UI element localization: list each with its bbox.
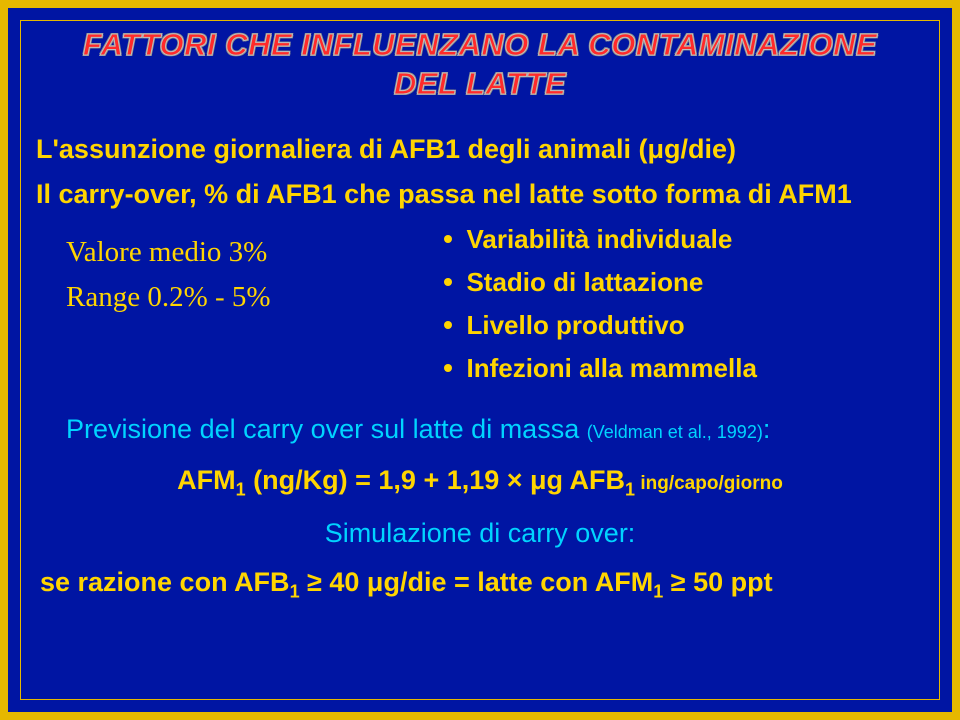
bullet-item: Stadio di lattazione [444,267,924,298]
prevision-colon: : [763,414,771,444]
formula-suffix: ing/capo/giorno [635,473,783,494]
final-s2: 1 [653,581,663,601]
final-line: se razione con AFB1 ≥ 40 μg/die = latte … [40,567,924,602]
bullet-text: Variabilità individuale [466,224,732,255]
right-column: Variabilità individuale Stadio di lattaz… [444,224,924,396]
carryover-line: Il carry-over, % di AFB1 che passa nel l… [36,179,924,210]
slide-frame: FATTORI CHE INFLUENZANO LA CONTAMINAZION… [0,0,960,720]
simulation-line: Simulazione di carry over: [36,518,924,549]
bullet-text: Livello produttivo [466,310,684,341]
bullet-text: Infezioni alla mammella [466,353,756,384]
slide-title: FATTORI CHE INFLUENZANO LA CONTAMINAZION… [36,26,924,104]
prevision-text: Previsione del carry over sul latte di m… [66,414,587,444]
prevision-line: Previsione del carry over sul latte di m… [66,414,924,445]
bullet-item: Variabilità individuale [444,224,924,255]
bullet-item: Livello produttivo [444,310,924,341]
title-line-2: DEL LATTE [394,66,566,101]
formula-sub2: 1 [625,479,635,499]
final-p1: se razione con AFB [40,567,290,597]
columns: Valore medio 3% Range 0.2% - 5% Variabil… [36,224,924,396]
bullet-text: Stadio di lattazione [466,267,703,298]
formula-sub1: 1 [236,479,246,499]
final-s1: 1 [290,581,300,601]
bullet-dot-icon [444,278,452,286]
left-column: Valore medio 3% Range 0.2% - 5% [36,224,444,326]
bullet-item: Infezioni alla mammella [444,353,924,384]
bottom-block: Previsione del carry over sul latte di m… [36,414,924,603]
assunzione-line: L'assunzione giornaliera di AFB1 degli a… [36,134,924,165]
bullet-dot-icon [444,364,452,372]
title-line-1: FATTORI CHE INFLUENZANO LA CONTAMINAZION… [83,27,877,62]
formula-prefix: AFM [177,465,235,495]
valore-medio: Valore medio 3% [66,236,444,269]
final-p3: ≥ 50 ppt [663,567,772,597]
range: Range 0.2% - 5% [66,281,444,314]
formula-line: AFM1 (ng/Kg) = 1,9 + 1,19 × μg AFB1 ing/… [36,465,924,500]
formula-mid: (ng/Kg) = 1,9 + 1,19 × μg AFB [246,465,625,495]
prevision-ref: (Veldman et al., 1992) [587,422,763,442]
bullet-dot-icon [444,321,452,329]
bullet-dot-icon [444,235,452,243]
final-p2: ≥ 40 μg/die = latte con AFM [300,567,654,597]
